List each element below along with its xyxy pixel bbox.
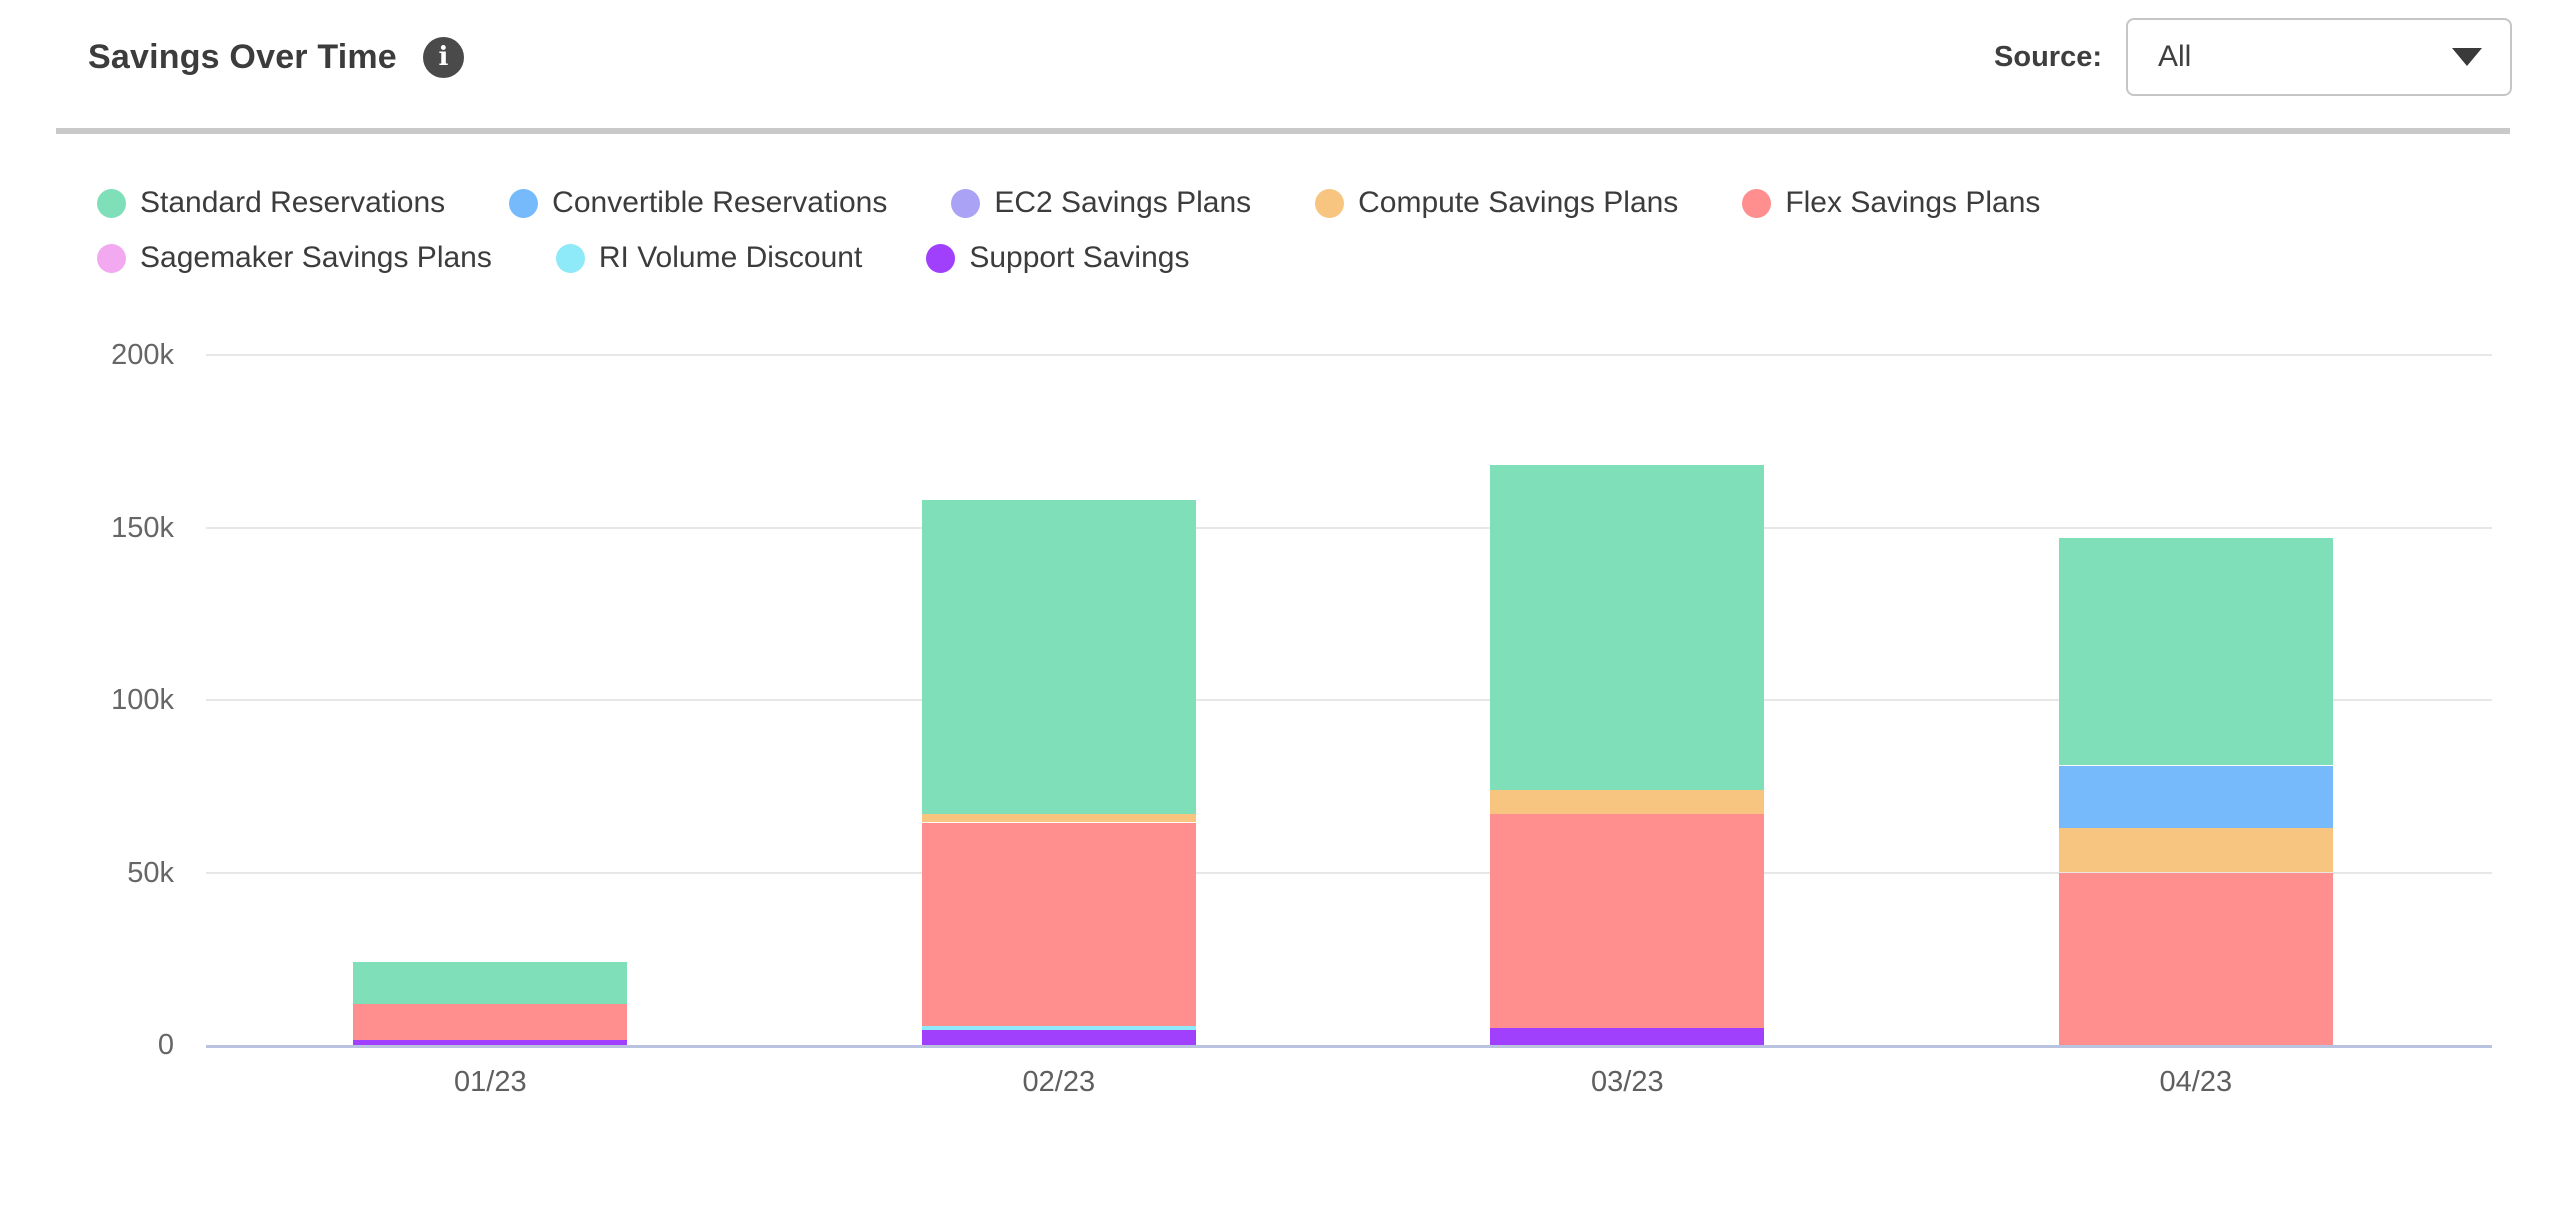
gridline-200k: [206, 354, 2492, 356]
bar-segment-02-23-flex-savings-plans[interactable]: [921, 822, 1196, 1027]
legend-item-convertible-reservations[interactable]: Convertible Reservations: [509, 185, 887, 221]
x-axis-label-03-23: 03/23: [1591, 1066, 1664, 1098]
source-dropdown[interactable]: All: [2126, 18, 2512, 96]
x-axis-label-02-23: 02/23: [1022, 1066, 1096, 1098]
bar-segment-04-23-flex-savings-plans[interactable]: [2058, 872, 2333, 1045]
legend-item-support-savings[interactable]: Support Savings: [926, 240, 1189, 276]
legend-item-label: Convertible Reservations: [552, 186, 888, 219]
info-icon[interactable]: i: [422, 36, 464, 78]
legend-item-label: Support Savings: [969, 241, 1190, 274]
x-axis-line: [206, 1045, 2492, 1048]
legend-dot: [951, 188, 981, 218]
y-axis-label: 50k: [127, 856, 174, 889]
legend-dot: [555, 243, 585, 273]
chevron-down-icon: [2452, 48, 2482, 66]
bar-segment-02-23-standard-reservations[interactable]: [921, 499, 1196, 814]
bar-segment-04-23-standard-reservations[interactable]: [2058, 537, 2333, 766]
legend-item-label: Flex Savings Plans: [1785, 186, 2041, 219]
legend-item-sagemaker-savings-plans[interactable]: Sagemaker Savings Plans: [97, 240, 492, 276]
bar-segment-01-23-flex-savings-plans[interactable]: [353, 1003, 628, 1040]
bar-segment-01-23-support-savings[interactable]: [353, 1039, 628, 1045]
legend-item-label: EC2 Savings Plans: [994, 186, 1252, 219]
y-axis-label: 200k: [111, 339, 174, 371]
legend-dot: [97, 243, 126, 273]
legend-item-flex-savings-plans[interactable]: Flex Savings Plans: [1742, 185, 2040, 221]
bar-segment-02-23-ri-volume-discount[interactable]: [921, 1026, 1196, 1031]
bar-segment-02-23-support-savings[interactable]: [921, 1030, 1196, 1045]
x-axis-label-01-23: 01/23: [454, 1066, 527, 1098]
gridline-50k: [206, 871, 2492, 874]
bar-segment-03-23-support-savings[interactable]: [1490, 1027, 1765, 1046]
chart-legend: Standard Reservations Convertible Reserva…: [97, 185, 2257, 276]
y-axis-label: 150k: [111, 511, 174, 544]
source-dropdown-value: All: [2158, 40, 2192, 73]
legend-dot: [509, 188, 539, 218]
legend-item-label: Sagemaker Savings Plans: [140, 241, 492, 274]
bar-segment-03-23-compute-savings-plans[interactable]: [1490, 789, 1765, 814]
y-axis-label: 100k: [111, 684, 174, 716]
legend-item-label: RI Volume Discount: [598, 241, 863, 274]
legend-dot: [97, 188, 126, 218]
page-title: Savings Over Time: [88, 37, 397, 76]
legend-item-ec2-savings-plans[interactable]: EC2 Savings Plans: [951, 185, 1251, 221]
legend-item-label: Compute Savings Plans: [1358, 186, 1679, 219]
source-label: Source:: [1994, 40, 2102, 73]
gridline-150k: [206, 526, 2492, 529]
gridline-100k: [206, 699, 2492, 701]
header-divider: [56, 128, 2510, 134]
legend-item-compute-savings-plans[interactable]: Compute Savings Plans: [1315, 185, 1678, 221]
legend-dot: [926, 243, 956, 273]
y-axis-label: 0: [157, 1029, 174, 1061]
x-axis-label-04-23: 04/23: [2159, 1066, 2233, 1098]
legend-item-label: Standard Reservations: [140, 186, 446, 219]
legend-dot: [1315, 188, 1345, 218]
bar-segment-03-23-standard-reservations[interactable]: [1490, 465, 1765, 790]
bar-segment-03-23-flex-savings-plans[interactable]: [1490, 813, 1765, 1028]
bar-segment-01-23-standard-reservations[interactable]: [353, 962, 628, 1004]
legend-item-standard-reservations[interactable]: Standard Reservations: [97, 185, 445, 221]
bar-segment-02-23-compute-savings-plans[interactable]: [921, 813, 1196, 823]
legend-item-ri-volume-discount[interactable]: RI Volume Discount: [555, 240, 863, 276]
source-selector: Source: All: [1994, 18, 2512, 96]
bar-segment-04-23-compute-savings-plans[interactable]: [2058, 827, 2333, 873]
legend-dot: [1742, 188, 1772, 218]
bar-segment-04-23-convertible-reservations[interactable]: [2058, 765, 2333, 828]
page-header: Savings Over Time i Source: All: [0, 0, 2562, 114]
